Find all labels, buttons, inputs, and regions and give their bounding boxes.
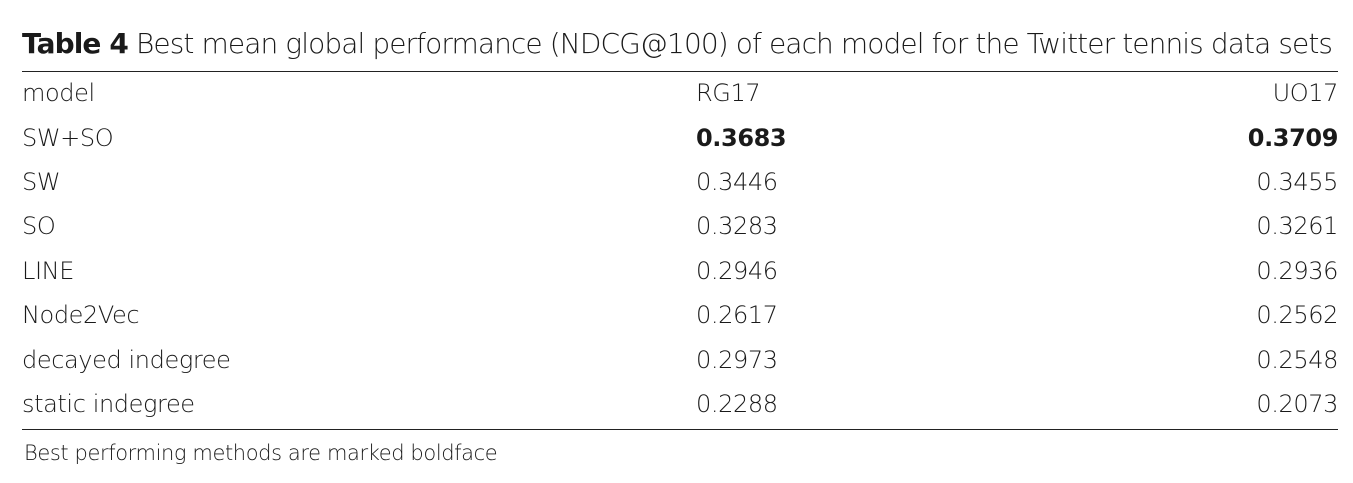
table-top-rule	[22, 71, 1338, 72]
cell-rg17: 0.3446	[696, 168, 778, 196]
cell-uo17: 0.3709	[1247, 124, 1339, 152]
cell-rg17: 0.2946	[696, 257, 778, 285]
cell-model: decayed indegree	[22, 346, 231, 374]
cell-model: LINE	[22, 257, 74, 285]
cell-model: SW	[22, 168, 61, 196]
table-header-row: model RG17 UO17	[0, 71, 1353, 115]
table-row: decayed indegree 0.2973 0.2548	[0, 338, 1353, 382]
header-model: model	[22, 79, 95, 107]
table-caption-text: Best mean global performance (NDCG@100) …	[135, 27, 1333, 60]
table-caption: Table 4 Best mean global performance (ND…	[22, 24, 1333, 64]
table-row: static indegree 0.2288 0.2073	[0, 382, 1353, 426]
cell-model: static indegree	[22, 390, 195, 418]
cell-uo17: 0.2073	[1256, 390, 1338, 418]
cell-uo17: 0.2562	[1256, 301, 1338, 329]
table-row: SO 0.3283 0.3261	[0, 204, 1353, 248]
cell-model: Node2Vec	[22, 301, 140, 329]
table-row: LINE 0.2946 0.2936	[0, 249, 1353, 293]
cell-model: SO	[22, 212, 56, 240]
table-footnote: Best performing methods are marked boldf…	[24, 441, 498, 465]
cell-rg17: 0.2288	[696, 390, 778, 418]
header-rg17: RG17	[696, 79, 761, 107]
table-bottom-rule	[22, 429, 1338, 430]
table-label: Table 4	[22, 27, 129, 60]
cell-uo17: 0.3455	[1256, 168, 1338, 196]
cell-uo17: 0.2548	[1256, 346, 1338, 374]
header-uo17: UO17	[1272, 79, 1339, 107]
cell-rg17: 0.3683	[696, 124, 787, 152]
cell-rg17: 0.2617	[696, 301, 778, 329]
cell-rg17: 0.2973	[696, 346, 778, 374]
cell-model: SW+SO	[22, 124, 114, 152]
table-row: SW+SO 0.3683 0.3709	[0, 116, 1353, 160]
table-row: SW 0.3446 0.3455	[0, 160, 1353, 204]
table-row: Node2Vec 0.2617 0.2562	[0, 293, 1353, 337]
cell-uo17: 0.2936	[1256, 257, 1338, 285]
cell-rg17: 0.3283	[696, 212, 778, 240]
cell-uo17: 0.3261	[1256, 212, 1338, 240]
